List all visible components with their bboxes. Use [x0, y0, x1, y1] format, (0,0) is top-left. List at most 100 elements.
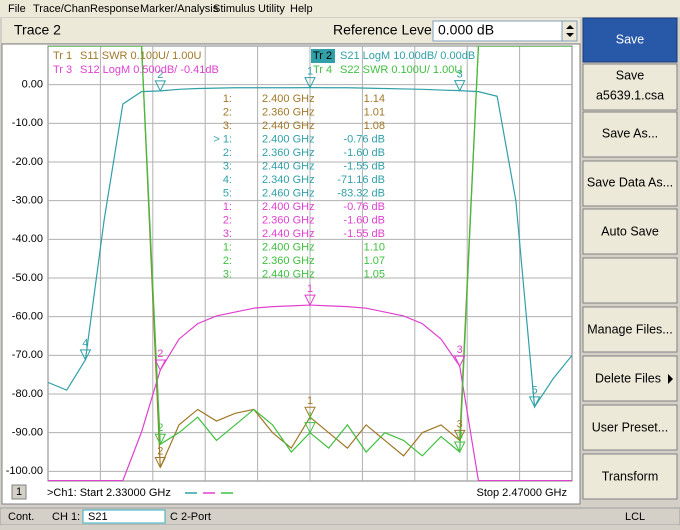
softkey[interactable]: [582, 404, 678, 451]
active-trace-box: [311, 49, 335, 63]
y-tick-label: -70.00: [12, 349, 43, 361]
softkey-label: Transform: [602, 469, 659, 483]
marker-table-x: 2.400 GHz: [262, 93, 315, 105]
spinner-arrows: [566, 25, 574, 37]
y-tick-label: 0.00: [22, 79, 43, 91]
trace-label: S22 SWR 0.100U/ 1.00U: [340, 64, 462, 76]
softkey-label: User Preset...: [592, 420, 668, 434]
marker-table-tag: 2:: [223, 214, 232, 226]
menu-bar: [0, 0, 680, 17]
trace-name: Tr 1: [53, 50, 72, 62]
marker-triangle: [304, 406, 316, 419]
menu-item[interactable]: Marker/Analysis: [140, 3, 219, 15]
softkey[interactable]: [582, 453, 678, 500]
marker-table-x: 2.340 GHz: [262, 174, 315, 186]
status-parameter-box: [82, 509, 166, 524]
marker-table-value: -1.55 dB: [343, 160, 385, 172]
softkey[interactable]: [582, 111, 678, 158]
trace-name: Tr 3: [53, 64, 72, 76]
marker-triangle: [79, 349, 92, 361]
marker-table-value: 1.10: [364, 241, 385, 253]
marker-table-x: 2.400 GHz: [262, 133, 315, 145]
menu-item[interactable]: Help: [290, 3, 313, 15]
softkey[interactable]: [582, 355, 678, 402]
softkey[interactable]: [582, 63, 678, 111]
submenu-arrow: [668, 374, 673, 384]
marker-id: 2: [157, 422, 163, 434]
input-value: 0.000 dB: [438, 22, 494, 38]
menu-item[interactable]: Trace/Chan: [33, 3, 90, 15]
softkey[interactable]: [582, 17, 678, 63]
marker-table-value: 1.05: [364, 268, 385, 280]
marker-table-tag: 3:: [223, 160, 232, 172]
softkey-label: Save As...: [602, 126, 658, 140]
marker-table-value: -0.76 dB: [343, 201, 385, 213]
softkey[interactable]: [582, 160, 678, 207]
marker-triangle: [154, 456, 167, 469]
channel-number: 1: [16, 486, 22, 498]
trace-label: S12 LogM 0.500dB/ -0.41dB: [80, 64, 219, 76]
softkey-label: Save: [616, 32, 645, 46]
marker-table-tag: 3:: [223, 120, 232, 132]
softkey-label: Manage Files...: [587, 322, 672, 336]
marker-table-tag: 3:: [223, 228, 232, 240]
spinner[interactable]: [561, 20, 578, 42]
marker-table-value: -1.60 dB: [343, 214, 385, 226]
menu-item[interactable]: File: [8, 3, 26, 15]
marker-triangle: [453, 80, 466, 92]
stop-label: Stop 2.47000 GHz: [476, 487, 567, 499]
y-tick-label: -50.00: [12, 272, 43, 284]
y-tick-label: -40.00: [12, 233, 43, 245]
marker-id: 2: [157, 69, 163, 81]
marker-table-x: 2.400 GHz: [262, 241, 315, 253]
softkey[interactable]: [582, 306, 678, 353]
marker-table-x: 2.360 GHz: [262, 106, 315, 118]
marker-id: 3: [457, 69, 463, 81]
y-tick-label: -90.00: [12, 427, 43, 439]
menu-item[interactable]: Stimulus: [213, 3, 256, 15]
trace-name: Tr 4: [313, 64, 332, 76]
marker-id: 3: [457, 418, 463, 430]
marker-triangle: [453, 355, 466, 368]
marker-table-value: -0.76 dB: [343, 133, 385, 145]
marker-id: 1: [307, 283, 313, 295]
marker-table-value: -1.60 dB: [343, 147, 385, 159]
status-cal: C 2-Port: [170, 511, 211, 523]
marker-table-tag: 1:: [223, 93, 232, 105]
marker-id: 1: [307, 66, 313, 78]
marker-table-x: 2.360 GHz: [262, 255, 315, 267]
marker-table-tag: 1:: [223, 201, 232, 213]
marker-table-tag: > 1:: [213, 133, 232, 145]
marker-table-x: 2.400 GHz: [262, 201, 315, 213]
softkey-label: Save: [616, 68, 645, 82]
marker-id: 4: [82, 338, 88, 350]
softkey-blank: [582, 257, 678, 304]
y-tick-label: -100.00: [6, 465, 43, 477]
marker-triangle: [154, 433, 167, 446]
marker-table-value: -71.16 dB: [337, 174, 385, 186]
marker-table-x: 2.440 GHz: [262, 120, 315, 132]
marker-table-tag: 2:: [223, 147, 232, 159]
status-parameter: S21: [88, 511, 108, 523]
marker-triangle: [453, 429, 466, 442]
y-tick-label: -10.00: [12, 117, 43, 129]
y-tick-label: -20.00: [12, 156, 43, 168]
marker-table-value: -83.32 dB: [337, 187, 385, 199]
marker-table-tag: 2:: [223, 106, 232, 118]
y-tick-label: -80.00: [12, 388, 43, 400]
softkey[interactable]: [582, 208, 678, 255]
trace-label: S21 LogM 10.00dB/ 0.00dB: [340, 50, 475, 62]
menu: File Trace/Chan Response Marker/AnalysisSti…: [8, 3, 313, 15]
softkey-label: Save Data As...: [587, 175, 673, 189]
marker-triangle: [453, 441, 466, 454]
marker-triangle: [154, 80, 167, 92]
marker-id: 1: [307, 395, 313, 407]
menu-item[interactable]: Response: [90, 3, 140, 15]
marker-id: 3: [457, 430, 463, 442]
marker-table-x: 2.440 GHz: [262, 228, 315, 240]
menu-item[interactable]: Utility: [258, 3, 285, 15]
marker-table-x: 2.360 GHz: [262, 147, 315, 159]
marker-table-value: 1.14: [364, 93, 385, 105]
